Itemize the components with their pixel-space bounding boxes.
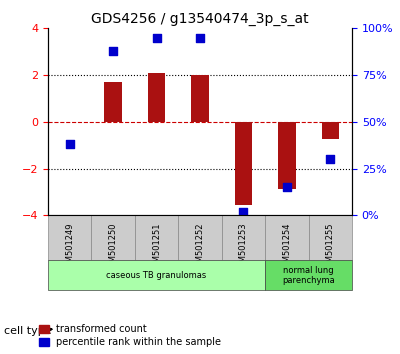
FancyBboxPatch shape: [92, 216, 135, 260]
FancyBboxPatch shape: [265, 216, 308, 260]
Point: [327, 156, 334, 162]
FancyBboxPatch shape: [265, 260, 352, 290]
Legend: transformed count, percentile rank within the sample: transformed count, percentile rank withi…: [37, 322, 223, 349]
FancyBboxPatch shape: [222, 216, 265, 260]
Point: [110, 48, 116, 53]
Text: caseous TB granulomas: caseous TB granulomas: [106, 271, 207, 280]
FancyBboxPatch shape: [48, 216, 92, 260]
Text: GSM501254: GSM501254: [282, 222, 291, 273]
Text: GSM501249: GSM501249: [65, 222, 74, 273]
Bar: [278, 122, 296, 189]
Title: GDS4256 / g13540474_3p_s_at: GDS4256 / g13540474_3p_s_at: [91, 12, 309, 26]
Bar: [235, 122, 252, 205]
Text: GSM501252: GSM501252: [196, 222, 204, 273]
Text: cell type: cell type: [4, 326, 52, 336]
Point: [66, 142, 73, 147]
FancyBboxPatch shape: [135, 216, 178, 260]
FancyBboxPatch shape: [48, 260, 265, 290]
Bar: [191, 75, 209, 122]
Point: [197, 35, 203, 40]
Text: GSM501253: GSM501253: [239, 222, 248, 273]
Text: normal lung
parenchyma: normal lung parenchyma: [282, 266, 335, 285]
Text: GSM501251: GSM501251: [152, 222, 161, 273]
Point: [284, 184, 290, 190]
Bar: [322, 122, 339, 139]
Point: [240, 209, 247, 215]
FancyBboxPatch shape: [178, 216, 222, 260]
Text: GSM501250: GSM501250: [109, 222, 118, 273]
Bar: [148, 73, 165, 122]
Bar: [104, 82, 122, 122]
Text: GSM501255: GSM501255: [326, 222, 335, 273]
Point: [153, 35, 160, 40]
FancyBboxPatch shape: [308, 216, 352, 260]
